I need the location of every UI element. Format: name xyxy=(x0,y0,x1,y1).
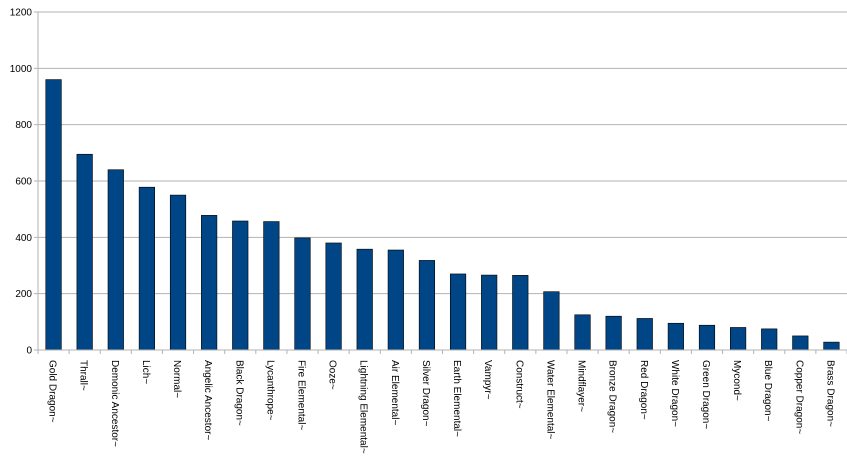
bar xyxy=(325,242,342,351)
bar xyxy=(449,273,467,351)
bar xyxy=(823,341,840,351)
x-category-label: Brass Dragon~ xyxy=(824,360,835,427)
y-tick-label: 1200 xyxy=(10,8,33,19)
bar xyxy=(169,194,187,351)
axes xyxy=(37,12,847,354)
y-tick-label: 200 xyxy=(15,289,32,300)
y-tick-label: 400 xyxy=(15,233,32,244)
bar xyxy=(387,249,404,351)
bar xyxy=(543,291,560,351)
x-category-label: Earth Elemental~ xyxy=(451,360,462,437)
bar xyxy=(512,275,529,351)
bar xyxy=(232,220,249,351)
bar xyxy=(263,221,280,351)
x-category-label: Lycanthrope~ xyxy=(264,360,275,421)
x-category-label: Green Dragon~ xyxy=(700,360,711,429)
x-category-label: Normal~ xyxy=(171,360,182,398)
bar xyxy=(138,186,155,351)
bar xyxy=(76,153,93,351)
x-category-label: Bronze Dragon~ xyxy=(607,360,618,433)
x-category-label: Blue Dragon~ xyxy=(762,360,773,422)
bar xyxy=(605,315,622,351)
x-category-label: Lich~ xyxy=(140,360,151,384)
x-category-label: Black Dragon~ xyxy=(233,360,244,426)
x-category-label: Vampyr~ xyxy=(482,360,493,400)
y-tick-label: 0 xyxy=(26,346,32,357)
y-tick-label: 800 xyxy=(15,120,32,131)
y-axis-ticks: 0 200 400 600 800 1000 1200 xyxy=(10,8,38,357)
bar xyxy=(761,328,778,351)
x-category-label: Water Elemental~ xyxy=(544,360,555,440)
x-category-label: Thrall~ xyxy=(78,360,89,391)
bar xyxy=(792,335,809,351)
x-category-label: Air Elemental~ xyxy=(389,360,400,425)
bar xyxy=(730,327,747,351)
x-category-label: Demonic Ancestor~ xyxy=(109,360,120,447)
x-category-label: Fire Elemental~ xyxy=(295,360,306,430)
bar xyxy=(201,215,218,351)
x-category-label: Gold Dragon~ xyxy=(47,360,58,423)
x-category-label: Silver Dragon~ xyxy=(420,360,431,427)
x-category-label: Copper Dragon~ xyxy=(793,360,804,434)
bar xyxy=(418,260,436,351)
bars xyxy=(45,79,840,351)
bar xyxy=(356,248,373,351)
bar xyxy=(667,322,684,351)
bar xyxy=(698,324,716,351)
bar xyxy=(574,314,591,351)
gridlines xyxy=(38,11,847,295)
bar xyxy=(481,274,498,351)
x-category-label: Mindflayer~ xyxy=(576,360,587,412)
x-axis-labels: Gold Dragon~ Thrall~ Demonic Ancestor~ Lich… xyxy=(47,360,836,454)
bar xyxy=(294,237,311,351)
y-tick-label: 1000 xyxy=(10,64,33,75)
bar xyxy=(107,169,124,351)
x-category-label: Lightning Elemental~ xyxy=(358,360,369,454)
x-category-label: Red Dragon~ xyxy=(638,360,649,420)
x-category-label: White Dragon~ xyxy=(669,360,680,427)
bar xyxy=(636,318,653,351)
x-category-label: Ooze~ xyxy=(327,360,338,390)
x-category-label: Construct~ xyxy=(513,360,524,409)
bar xyxy=(45,79,62,351)
x-category-label: Angelic Ancestor~ xyxy=(202,360,213,440)
x-category-label: Mycond~ xyxy=(731,360,742,401)
y-tick-label: 600 xyxy=(15,177,32,188)
